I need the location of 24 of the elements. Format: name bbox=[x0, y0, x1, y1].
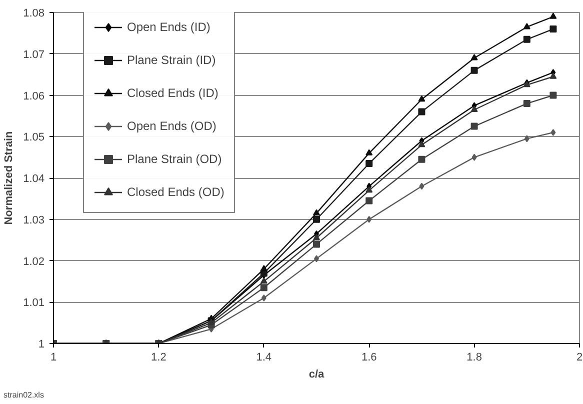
legend-label: Closed Ends (OD) bbox=[127, 185, 224, 199]
y-tick-label: 1.06 bbox=[23, 90, 45, 102]
y-tick-label: 1.04 bbox=[23, 173, 45, 185]
x-axis-title: c/a bbox=[308, 368, 326, 380]
y-tick-label: 1.05 bbox=[23, 132, 45, 144]
y-tick-label: 1.01 bbox=[23, 297, 45, 310]
y-tick-label: 1.02 bbox=[23, 256, 45, 268]
y-tick-label: 1.07 bbox=[23, 48, 45, 61]
x-tick-label: 1.6 bbox=[361, 352, 377, 364]
legend-label: Closed Ends (ID) bbox=[127, 86, 218, 100]
x-tick-label: 1.8 bbox=[466, 352, 482, 364]
y-tick-label: 1.03 bbox=[23, 214, 45, 226]
legend-label: Plane Strain (OD) bbox=[127, 152, 222, 166]
x-tick-label: 1 bbox=[50, 352, 57, 364]
legend-label: Open Ends (ID) bbox=[127, 20, 210, 34]
x-tick-label: 2 bbox=[576, 352, 583, 364]
x-tick-label: 1.2 bbox=[151, 352, 166, 364]
text: strain02.xls bbox=[4, 390, 44, 400]
y-axis-title: Normalized Strain bbox=[3, 130, 16, 225]
legend-label: Open Ends (OD) bbox=[127, 119, 216, 133]
y-tick-label: 1 bbox=[38, 338, 45, 350]
y-tick-label: 1.08 bbox=[23, 8, 45, 20]
x-tick-label: 1.4 bbox=[256, 352, 272, 364]
legend-label: Plane Strain (ID) bbox=[127, 53, 216, 67]
